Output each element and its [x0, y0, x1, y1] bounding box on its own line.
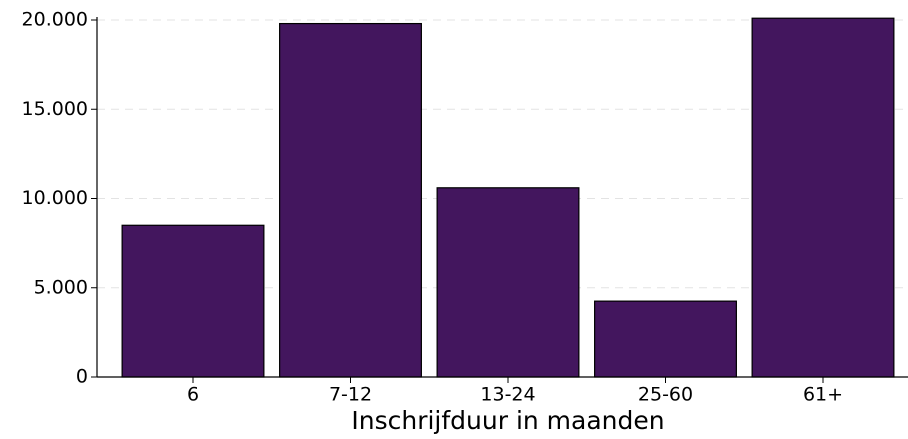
- x-tick-label: 25-60: [638, 384, 693, 406]
- x-tick-label: 13-24: [480, 384, 535, 406]
- y-tick-label: 5.000: [34, 276, 88, 298]
- bar: [279, 22, 422, 378]
- y-tick-label: 0: [76, 366, 88, 388]
- y-tick-label: 15.000: [22, 98, 88, 120]
- y-tick-label: 20.000: [22, 9, 88, 31]
- x-axis-title: Inschrijfduur in maanden: [351, 406, 664, 435]
- x-tick-label: 61+: [803, 384, 843, 406]
- bar: [121, 224, 265, 378]
- x-tick-label: 6: [187, 384, 199, 406]
- bar: [436, 187, 580, 378]
- bar: [594, 300, 737, 378]
- x-tick-label: 7-12: [329, 384, 372, 406]
- bar: [751, 17, 895, 378]
- y-tick-label: 10.000: [22, 187, 88, 209]
